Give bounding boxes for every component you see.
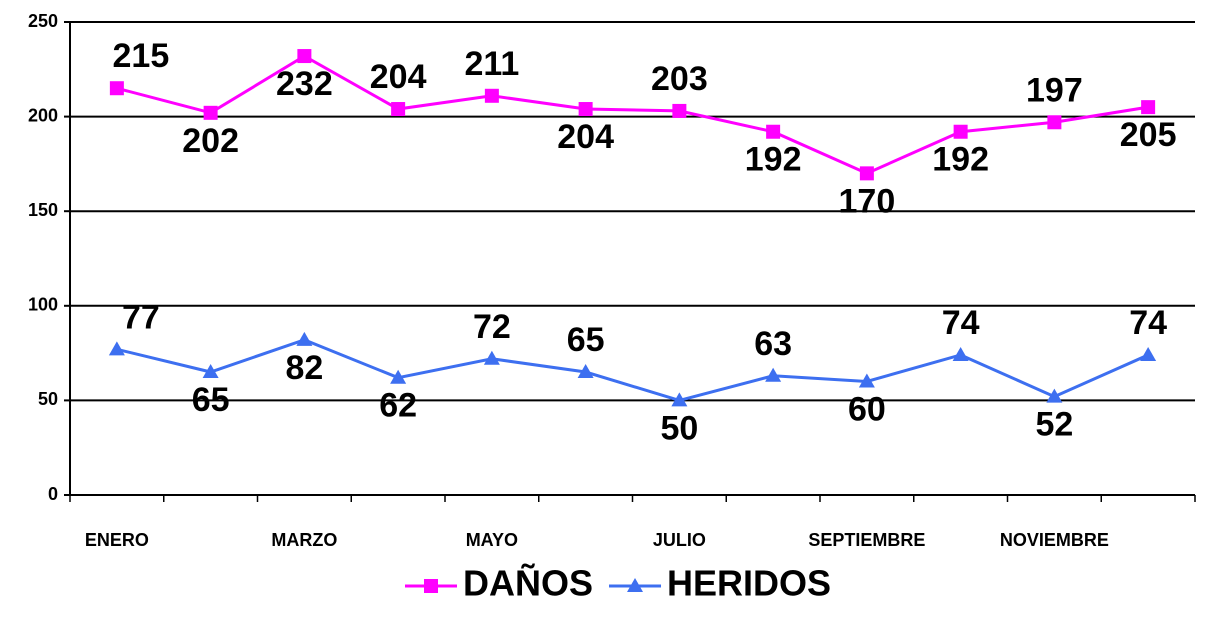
marker: [578, 102, 593, 117]
x-tick-label: MARZO: [271, 530, 337, 550]
y-tick-label: 100: [28, 295, 58, 315]
marker: [577, 364, 594, 379]
marker: [766, 124, 781, 139]
marker: [484, 88, 499, 103]
data-label: 204: [370, 58, 427, 96]
y-tick-label: 200: [28, 105, 58, 125]
marker: [627, 578, 644, 592]
marker: [424, 579, 438, 593]
x-tick-label: MAYO: [466, 530, 518, 550]
data-label: 205: [1120, 116, 1177, 154]
marker: [1141, 100, 1156, 115]
marker: [109, 81, 124, 96]
data-label: 203: [651, 60, 708, 98]
data-label: 211: [464, 45, 519, 83]
marker: [297, 49, 312, 64]
marker: [108, 341, 125, 356]
data-label: 62: [379, 387, 417, 425]
data-label: 74: [942, 304, 980, 342]
data-label: 192: [745, 141, 802, 179]
marker: [202, 364, 219, 379]
marker: [672, 103, 687, 118]
data-label: 65: [192, 381, 230, 419]
marker: [671, 392, 688, 407]
x-tick-label: JULIO: [653, 530, 706, 550]
legend-label: DAÑOS: [463, 562, 593, 604]
y-tick-label: 50: [38, 389, 58, 409]
data-label: 50: [660, 409, 698, 447]
data-label: 232: [276, 65, 333, 103]
marker: [391, 102, 406, 117]
data-label: 197: [1026, 71, 1083, 109]
data-label: 215: [113, 37, 170, 75]
marker: [1046, 388, 1063, 403]
data-label: 74: [1129, 304, 1167, 342]
series-line: [116, 54, 1149, 176]
x-tick-label: ENERO: [85, 530, 149, 550]
marker: [1140, 346, 1157, 361]
marker: [952, 346, 969, 361]
legend-label: HERIDOS: [667, 563, 831, 604]
data-label: 170: [839, 182, 896, 220]
data-label: 202: [182, 122, 239, 160]
marker: [859, 166, 874, 181]
y-tick-label: 0: [48, 484, 58, 504]
data-label: 77: [122, 298, 160, 336]
data-label: 60: [848, 390, 886, 428]
y-tick-label: 250: [28, 11, 58, 31]
marker: [953, 124, 968, 139]
data-label: 204: [557, 118, 614, 156]
data-label: 63: [754, 325, 792, 363]
marker: [390, 369, 407, 384]
marker: [1047, 115, 1062, 130]
x-tick-label: NOVIEMBRE: [1000, 530, 1109, 550]
marker: [858, 373, 875, 388]
marker: [296, 331, 313, 346]
x-tick-label: SEPTIEMBRE: [808, 530, 925, 550]
data-label: 72: [473, 308, 511, 346]
marker: [765, 367, 782, 382]
series-line: [116, 338, 1149, 402]
data-label: 52: [1035, 406, 1073, 444]
data-label: 192: [932, 141, 989, 179]
marker: [483, 350, 500, 365]
data-label: 65: [567, 321, 605, 359]
marker: [203, 105, 218, 120]
data-label: 82: [285, 349, 323, 387]
y-tick-label: 150: [28, 200, 58, 220]
